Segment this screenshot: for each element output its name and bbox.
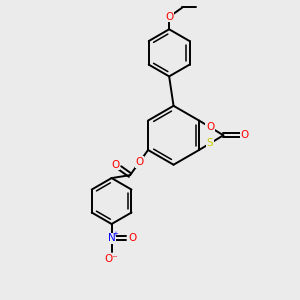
Text: O⁻: O⁻	[105, 254, 118, 264]
Text: O: O	[206, 122, 214, 132]
Text: O: O	[128, 233, 136, 243]
Text: O: O	[111, 160, 119, 170]
Text: N: N	[108, 233, 116, 243]
Text: O: O	[165, 12, 173, 22]
Text: S: S	[207, 138, 213, 148]
Text: +: +	[112, 231, 118, 237]
Text: O: O	[241, 130, 249, 140]
Text: O: O	[135, 157, 144, 167]
